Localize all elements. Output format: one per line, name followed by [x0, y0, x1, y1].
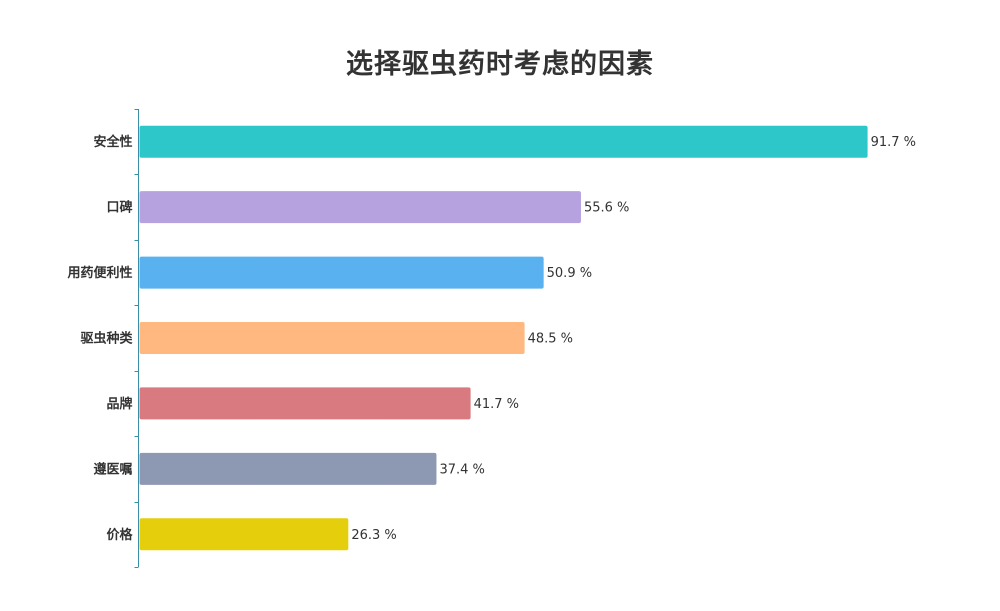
- bar: [139, 191, 581, 224]
- y-axis: [134, 109, 139, 568]
- value-label: 55.6 %: [584, 201, 629, 216]
- category-label: 用药便利性: [66, 265, 132, 281]
- category-label: 安全性: [93, 134, 132, 150]
- bar: [139, 322, 525, 354]
- labels: 安全性 91.7 % 口碑 55.6 % 用药便利性 50.9 % 驱虫种类 48.5 % 品牌…: [66, 134, 916, 543]
- bar: [139, 387, 471, 420]
- value-label: 26.3 %: [351, 528, 396, 543]
- category-label: 价格: [106, 527, 133, 543]
- value-label: 37.4 %: [439, 462, 484, 477]
- bar: [139, 452, 437, 485]
- bars: [139, 125, 868, 551]
- category-label: 品牌: [106, 396, 132, 412]
- chart-title: 选择驱虫药时考虑的因素: [346, 49, 654, 80]
- bar: [139, 256, 544, 289]
- value-label: 50.9 %: [547, 266, 592, 281]
- category-label: 口碑: [106, 200, 132, 216]
- bar: [139, 518, 349, 551]
- bar: [139, 125, 868, 158]
- value-label: 41.7 %: [474, 397, 519, 412]
- category-label: 驱虫种类: [80, 331, 133, 347]
- value-label: 91.7 %: [871, 135, 916, 150]
- category-label: 遵医嘱: [93, 461, 132, 477]
- value-label: 48.5 %: [528, 332, 573, 347]
